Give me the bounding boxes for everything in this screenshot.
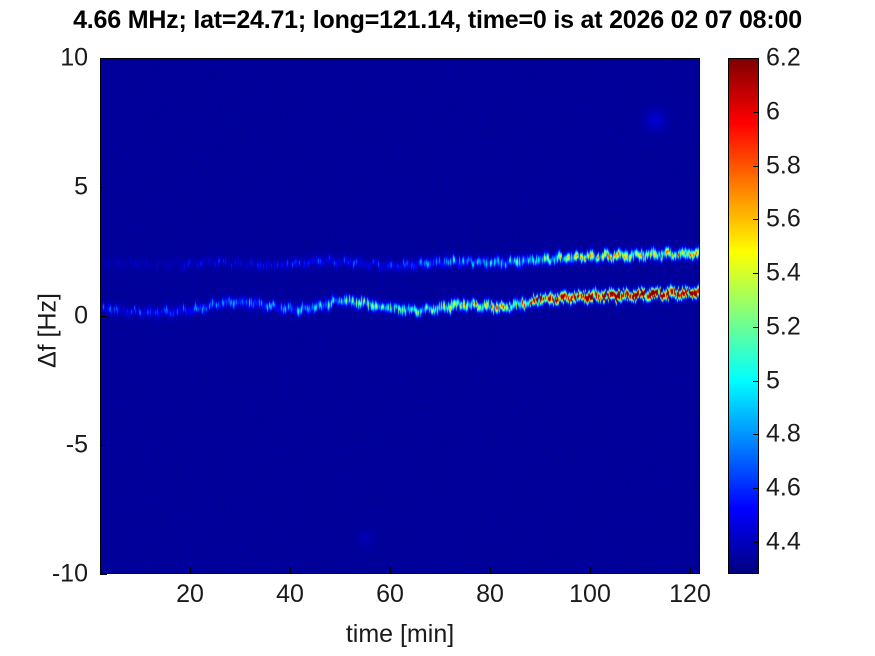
colorbar-tick-label: 4.6: [766, 473, 801, 502]
y-axis-label: Δf [Hz]: [33, 292, 62, 369]
spectrogram-axes[interactable]: [100, 58, 700, 574]
x-tick-label: 60: [376, 580, 404, 608]
colorbar-tick-label: 4.8: [766, 419, 801, 448]
y-tick-label: 5: [74, 172, 88, 201]
x-tick-label: 20: [176, 580, 204, 608]
colorbar-tick-label: 5.4: [766, 258, 801, 287]
y-tick-mark: [100, 574, 107, 575]
y-tick-label: -10: [51, 559, 88, 588]
x-axis-label: time [min]: [345, 620, 455, 648]
y-tick-label: 10: [60, 43, 88, 72]
figure-title: 4.66 MHz; lat=24.71; long=121.14, time=0…: [73, 6, 802, 34]
y-tick-label: -5: [65, 430, 88, 459]
x-tick-label: 40: [276, 580, 304, 608]
y-tick-label: 0: [74, 301, 88, 330]
x-tick-label: 80: [476, 580, 504, 608]
colorbar-tick-label: 4.4: [766, 527, 801, 556]
colorbar[interactable]: [728, 58, 759, 574]
colorbar-tick-label: 5.6: [766, 204, 801, 233]
x-tick-label: 120: [669, 580, 711, 608]
colorbar-gradient[interactable]: [728, 58, 759, 574]
x-tick-label: 100: [569, 580, 611, 608]
colorbar-tick-label: 6.2: [766, 43, 801, 72]
spectrogram-image[interactable]: [100, 58, 700, 574]
colorbar-tick-label: 5.8: [766, 151, 801, 179]
colorbar-tick-label: 6: [766, 97, 780, 126]
colorbar-tick-label: 5.2: [766, 312, 801, 341]
colorbar-tick-label: 5: [766, 366, 780, 394]
